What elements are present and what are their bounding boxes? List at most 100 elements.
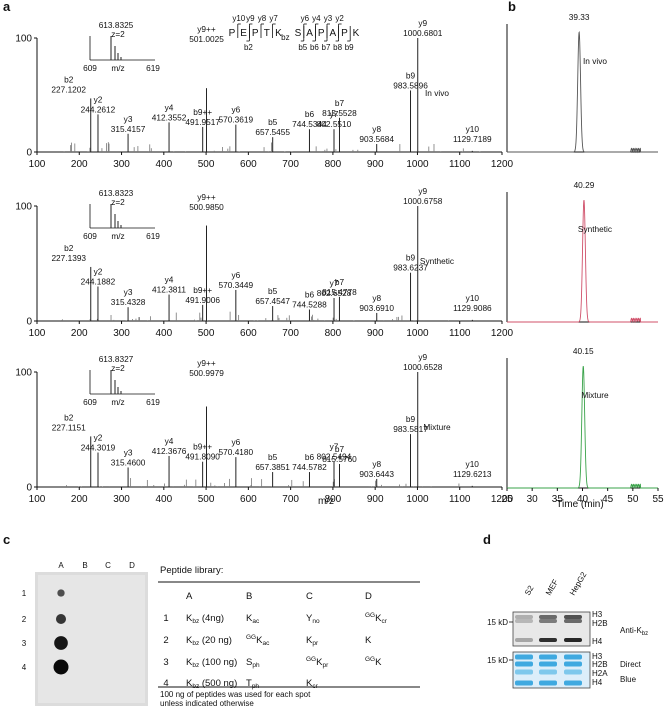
direct-blue-label-2: Blue — [620, 675, 637, 684]
peak-label-y3: y3 — [124, 287, 133, 297]
residue: K — [186, 678, 193, 689]
subscript: ac — [262, 640, 270, 647]
superscript: GG — [365, 612, 375, 619]
library-title: Peptide library: — [160, 565, 223, 576]
western-blot: S2 MEF HepG2 15 kD H3 H2B H4 Anti-Kbz 15… — [487, 570, 648, 689]
inset-xmin: 609 — [83, 231, 97, 241]
library-row-number: 1 — [163, 613, 168, 624]
bottom-band-H3: H3 — [592, 652, 603, 661]
peak-mz-y10: 1129.9086 — [453, 303, 492, 313]
peak-label-b5: b5 — [268, 286, 278, 296]
x-tick-label: 700 — [282, 159, 299, 170]
residue: T — [246, 678, 252, 689]
x-tick-label: 1100 — [449, 328, 471, 339]
inset-xmin: 609 — [83, 63, 97, 73]
peak-mz-y6: 570.3619 — [219, 115, 254, 125]
chrom-x-tick-label: 45 — [602, 494, 614, 505]
blot-spots — [53, 589, 69, 675]
peak-mz-b7: 815.4778 — [322, 287, 357, 297]
inset-xmax: 619 — [146, 63, 160, 73]
peak-label-y9plusplus: y9++ — [197, 192, 216, 202]
anti-kbz-band — [564, 638, 582, 642]
residue: S — [246, 657, 252, 668]
residue: K — [316, 657, 323, 668]
chrom-apex-label: 39.33 — [569, 12, 590, 22]
y-ion-label: y6 — [301, 14, 310, 23]
chrom-apex-label: 40.29 — [574, 180, 595, 190]
peak-label-y7: y7 — [330, 278, 339, 288]
x-tick-label: 200 — [71, 328, 88, 339]
peak-label-y9plusplus: y9++ — [197, 358, 216, 368]
x-tick-label: 600 — [240, 328, 257, 339]
peak-label-y4: y4 — [165, 436, 174, 446]
peptide-residue: E — [240, 28, 247, 39]
blot-spot-3A — [54, 636, 68, 650]
peak-mz-b2: 227.1202 — [51, 84, 86, 94]
x-tick-label: 300 — [113, 159, 130, 170]
peak-label-y9: y9 — [418, 186, 427, 196]
spectrum-name: In vivo — [425, 88, 449, 98]
peak-mz-y6: 570.4180 — [219, 447, 254, 457]
peak-label-y4: y4 — [165, 275, 174, 285]
peak-mz-y6: 570.3449 — [219, 280, 254, 290]
peptide-modification: bz — [281, 33, 289, 42]
peak-label-y8: y8 — [372, 293, 381, 303]
peak-mz-y8: 903.6910 — [359, 303, 394, 313]
peptide-residue: P — [229, 28, 236, 39]
peak-mz-y10: 1129.6213 — [453, 469, 492, 479]
peak-label-b9: b9 — [406, 414, 416, 424]
library-footnote-1: 100 ng of peptides was used for each spo… — [160, 690, 311, 699]
lane-MEF: MEF — [544, 578, 560, 597]
residue: K — [246, 613, 253, 624]
blot-col-B: B — [82, 561, 87, 570]
lane-HepG2: HepG2 — [568, 570, 589, 597]
anti-kbz-band — [515, 619, 533, 623]
peak-label-b6: b6 — [305, 452, 315, 462]
residue: K — [186, 613, 193, 624]
peak-label-b7: b7 — [335, 277, 345, 287]
lane-S2: S2 — [523, 584, 536, 597]
peak-label-y6: y6 — [231, 105, 240, 115]
peak-label-b2: b2 — [64, 412, 74, 422]
peak-label-b2: b2 — [64, 243, 74, 253]
peak-label-b9plusplus: b9++ — [193, 442, 212, 452]
library-cell-3B: Sph — [246, 657, 260, 669]
x-tick-label: 1100 — [449, 494, 471, 505]
blot-spot-1A — [57, 589, 65, 597]
peak-label-b9: b9 — [406, 70, 416, 80]
peptide-residue: P — [318, 28, 325, 39]
library-cell-4B: Tph — [246, 678, 259, 690]
blot-col-D: D — [129, 561, 135, 570]
direct-blue-band — [564, 669, 582, 675]
residue: K — [375, 657, 382, 668]
peptide-residue: P — [252, 28, 259, 39]
x-tick-label: 600 — [240, 159, 257, 170]
peak-label-y4: y4 — [165, 102, 174, 112]
inset-charge: z=2 — [111, 29, 125, 39]
library-cell-2C: Kpr — [306, 635, 319, 647]
superscript: GG — [365, 656, 375, 663]
peak-label-y9plusplus: y9++ — [197, 24, 216, 34]
subscript: bz — [192, 618, 199, 625]
peak-mz-b5: 657.3851 — [255, 462, 290, 472]
direct-blue-label-1: Direct — [620, 660, 642, 669]
peak-label-y9: y9 — [418, 352, 427, 362]
chrom-x-tick-label: 55 — [652, 494, 664, 505]
library-cell-1C: Yno — [306, 613, 320, 625]
peak-label-y3: y3 — [124, 114, 133, 124]
peak-label-b9plusplus: b9++ — [193, 107, 212, 117]
peak-mz-y8: 903.6443 — [359, 469, 394, 479]
subscript: ac — [252, 618, 260, 625]
y-tick-label: 100 — [15, 368, 32, 379]
peak-label-b9plusplus: b9++ — [193, 285, 212, 295]
peptide-library-table: Peptide library: A B C D 1 Kbz (4ng) Kac Yn… — [158, 565, 420, 707]
chrom-sample-name: Synthetic — [578, 224, 612, 234]
blot-spot-2A — [55, 613, 67, 625]
x-tick-label: 1000 — [406, 328, 429, 339]
peak-label-b5: b5 — [268, 117, 278, 127]
chromatogram-synthetic: 40.29 Synthetic — [506, 180, 658, 324]
